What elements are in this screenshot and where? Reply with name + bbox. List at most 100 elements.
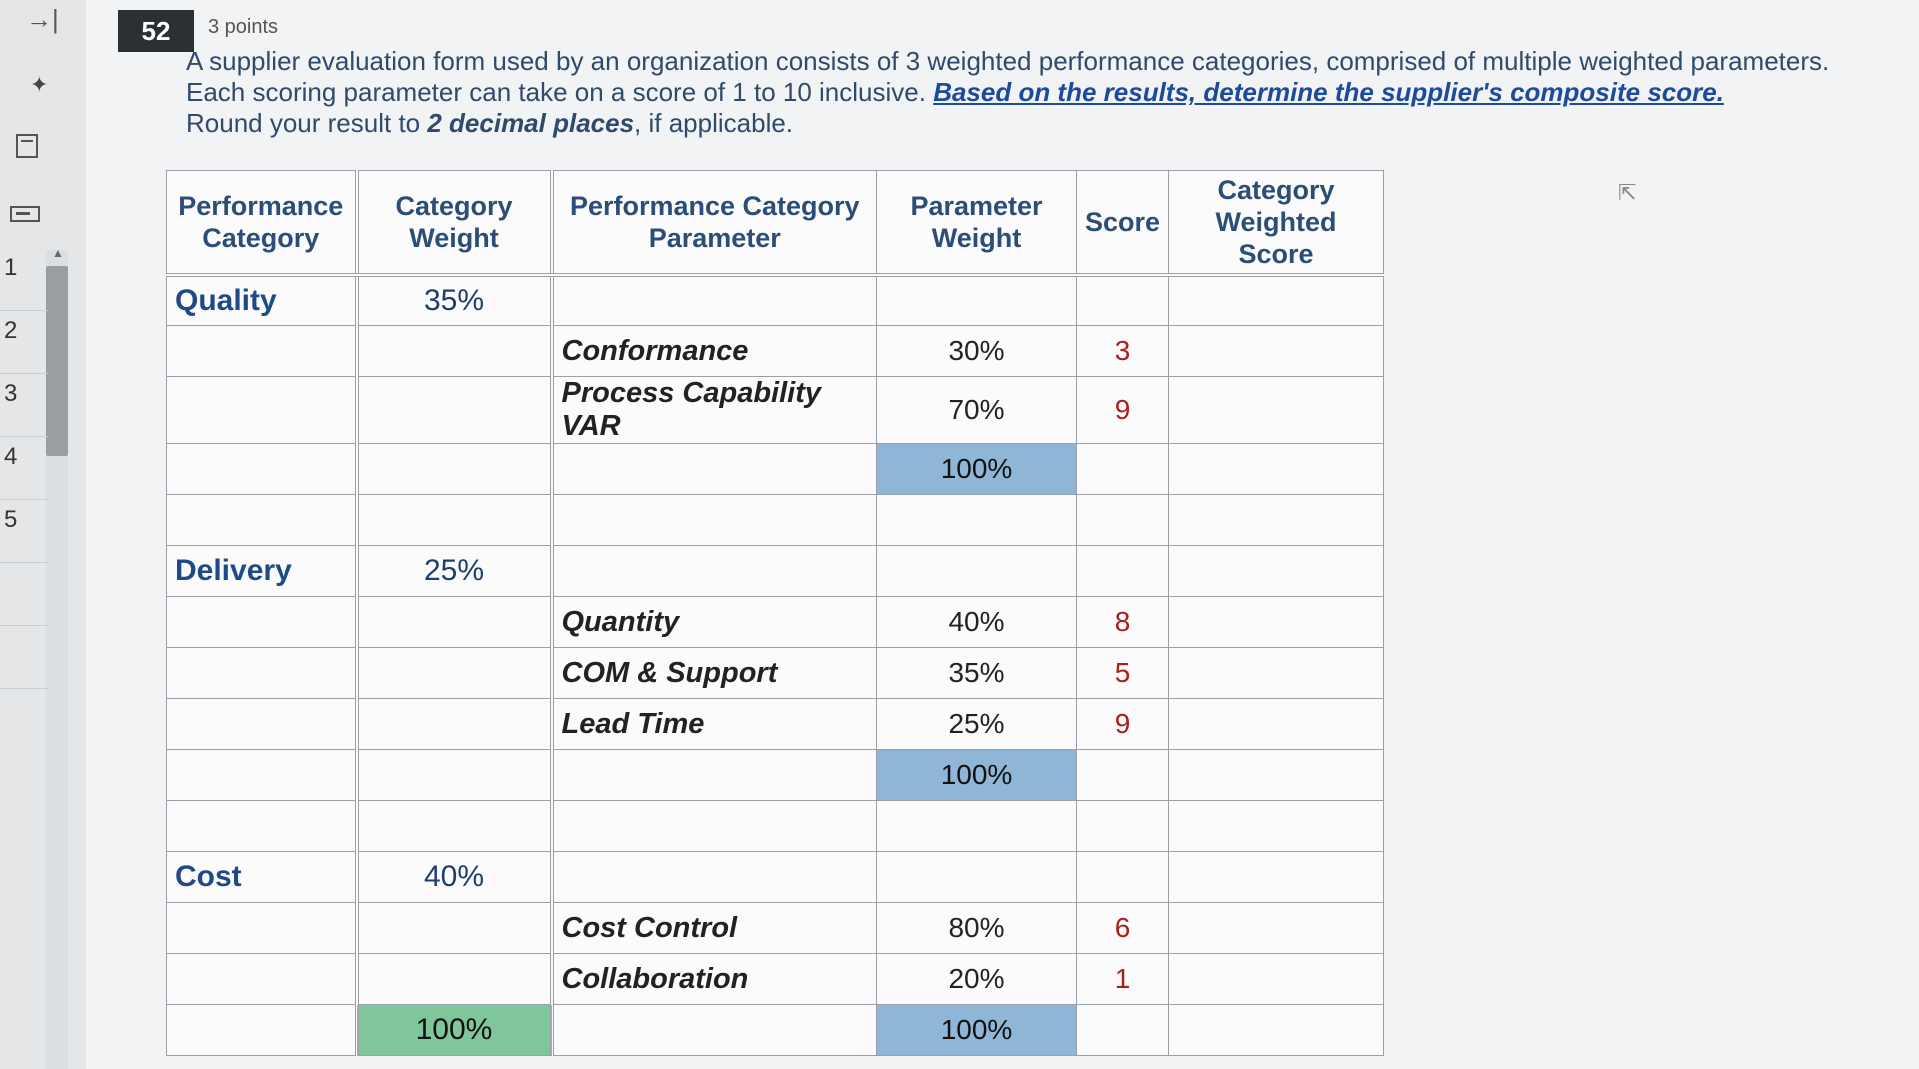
parameter-weight-cell	[876, 274, 1077, 326]
parameter-weight-cell: 100%	[876, 1004, 1077, 1056]
mouse-cursor-icon: ⇱	[1618, 180, 1637, 205]
category-cell	[166, 698, 357, 750]
weighted-score-cell[interactable]	[1168, 1004, 1385, 1056]
category-weight-cell: 35%	[354, 274, 552, 326]
parameter-cell: Cost Control	[549, 902, 877, 954]
parameter-weight-cell: 35%	[876, 647, 1077, 699]
score-cell: 1	[1075, 953, 1170, 1005]
category-cell	[166, 596, 357, 648]
parameter-cell	[549, 274, 877, 326]
weighted-score-cell[interactable]	[1168, 596, 1385, 648]
parameter-cell: Process Capability VAR	[549, 376, 877, 444]
parameter-weight-cell	[876, 851, 1077, 903]
category-cell	[166, 800, 357, 852]
header-category-weighted-score: Category Weighted Score	[1168, 170, 1385, 277]
table-row: COM & Support 35% 5	[166, 647, 1385, 699]
pin-icon[interactable]: ✦	[30, 72, 49, 97]
weighted-score-cell[interactable]	[1168, 698, 1385, 750]
parameter-weight-cell	[876, 800, 1077, 852]
table-row	[166, 494, 1385, 546]
table-row: Lead Time 25% 9	[166, 698, 1385, 750]
score-cell	[1075, 274, 1170, 326]
header-category-weight: Category Weight	[354, 170, 552, 277]
category-cell	[166, 325, 357, 377]
table-row: Process Capability VAR 70% 9	[166, 376, 1385, 444]
parameter-cell	[549, 749, 877, 801]
category-weight-cell: 25%	[354, 545, 552, 597]
header-parameter-weight: Parameter Weight	[876, 170, 1077, 277]
scroll-up-icon[interactable]: ▲	[52, 246, 64, 260]
score-cell: 8	[1075, 596, 1170, 648]
weighted-score-cell[interactable]	[1168, 376, 1385, 444]
table-row: Collaboration 20% 1	[166, 953, 1385, 1005]
question-text: A supplier evaluation form used by an or…	[186, 46, 1919, 139]
table-row: 100%	[166, 443, 1385, 495]
category-weight-cell	[354, 376, 552, 444]
score-cell	[1075, 494, 1170, 546]
weighted-score-cell[interactable]	[1168, 274, 1385, 326]
score-cell: 9	[1075, 698, 1170, 750]
score-cell	[1075, 1004, 1170, 1056]
category-weight-cell	[354, 443, 552, 495]
weighted-score-cell[interactable]	[1168, 902, 1385, 954]
header-performance-category: Performance Category	[166, 170, 357, 277]
category-weight-cell	[354, 596, 552, 648]
weighted-score-cell[interactable]	[1168, 443, 1385, 495]
nav-item[interactable]	[0, 626, 48, 689]
weighted-score-cell[interactable]	[1168, 325, 1385, 377]
parameter-weight-cell: 25%	[876, 698, 1077, 750]
nav-item[interactable]: 5	[0, 500, 48, 563]
parameter-cell	[549, 851, 877, 903]
nav-item[interactable]: 4	[0, 437, 48, 500]
parameter-cell: COM & Support	[549, 647, 877, 699]
bookmark-icon[interactable]	[16, 134, 38, 158]
score-cell	[1075, 749, 1170, 801]
weighted-score-cell[interactable]	[1168, 851, 1385, 903]
weighted-score-cell[interactable]	[1168, 494, 1385, 546]
question-line-3-tail: , if applicable.	[634, 108, 794, 138]
rounding-emphasis: 2 decimal places	[427, 108, 635, 138]
parameter-weight-cell: 100%	[876, 443, 1077, 495]
parameter-cell: Collaboration	[549, 953, 877, 1005]
table-row: Quality 35%	[166, 274, 1385, 326]
score-cell: 3	[1075, 325, 1170, 377]
score-cell: 5	[1075, 647, 1170, 699]
nav-item[interactable]: 3	[0, 374, 48, 437]
category-weight-cell	[354, 902, 552, 954]
parameter-weight-cell	[876, 494, 1077, 546]
score-cell: 6	[1075, 902, 1170, 954]
nav-item[interactable]: 1	[0, 248, 48, 311]
category-cell	[166, 376, 357, 444]
weighted-score-cell[interactable]	[1168, 953, 1385, 1005]
category-weight-cell	[354, 953, 552, 1005]
score-cell	[1075, 851, 1170, 903]
category-cell	[166, 1004, 357, 1056]
collapse-panel-icon[interactable]: →|	[26, 4, 59, 34]
weighted-score-cell[interactable]	[1168, 749, 1385, 801]
weighted-score-cell[interactable]	[1168, 545, 1385, 597]
category-cell: Quality	[166, 274, 357, 326]
table-header-row: Performance Category Category Weight Per…	[166, 170, 1385, 277]
calculator-icon[interactable]	[10, 206, 40, 222]
parameter-cell	[549, 443, 877, 495]
question-line-3: Round your result to 2 decimal places, i…	[186, 108, 1919, 139]
weighted-score-cell[interactable]	[1168, 800, 1385, 852]
table-row: Conformance 30% 3	[166, 325, 1385, 377]
parameter-cell: Conformance	[549, 325, 877, 377]
sidebar-scrollbar-thumb[interactable]	[46, 266, 68, 456]
score-cell	[1075, 545, 1170, 597]
category-cell: Delivery	[166, 545, 357, 597]
category-weight-cell	[354, 647, 552, 699]
category-weight-cell	[354, 800, 552, 852]
nav-item[interactable]: 2	[0, 311, 48, 374]
supplier-evaluation-table: Performance Category Category Weight Per…	[166, 170, 1385, 1056]
parameter-weight-cell: 70%	[876, 376, 1077, 444]
question-instruction-link: Based on the results, determine the supp…	[933, 77, 1724, 107]
weighted-score-cell[interactable]	[1168, 647, 1385, 699]
parameter-cell: Lead Time	[549, 698, 877, 750]
table-row: Delivery 25%	[166, 545, 1385, 597]
nav-item[interactable]	[0, 563, 48, 626]
score-cell	[1075, 800, 1170, 852]
